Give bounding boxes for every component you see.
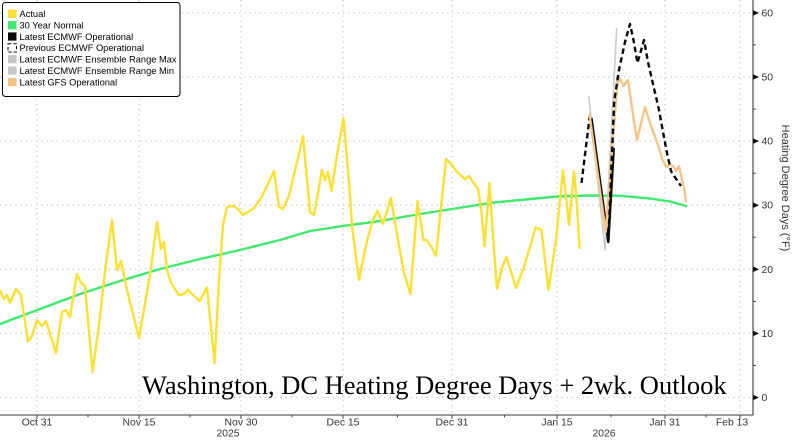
svg-text:Oct 31: Oct 31 — [22, 418, 53, 429]
svg-text:Dec 31: Dec 31 — [436, 418, 469, 429]
svg-text:Nov 15: Nov 15 — [123, 418, 156, 429]
svg-text:Jan 31: Jan 31 — [649, 418, 680, 429]
svg-text:Washington, DC Heating Degree: Washington, DC Heating Degree Days + 2wk… — [142, 370, 727, 400]
svg-text:Nov 30: Nov 30 — [225, 418, 258, 429]
svg-text:2026: 2026 — [592, 429, 615, 439]
svg-text:50: 50 — [762, 73, 774, 84]
svg-text:30: 30 — [762, 201, 774, 212]
svg-text:60: 60 — [762, 8, 774, 19]
svg-text:Latest GFS Operational: Latest GFS Operational — [20, 77, 118, 87]
svg-text:Latest ECMWF Ensemble Range Mi: Latest ECMWF Ensemble Range Min — [20, 66, 175, 76]
svg-text:2025: 2025 — [216, 429, 239, 439]
svg-text:Latest ECMWF Ensemble Range Ma: Latest ECMWF Ensemble Range Max — [20, 55, 177, 65]
svg-text:Actual: Actual — [20, 9, 46, 19]
svg-text:Jan 15: Jan 15 — [541, 418, 572, 429]
svg-text:0: 0 — [762, 393, 768, 404]
svg-text:40: 40 — [762, 137, 774, 148]
svg-text:Dec 15: Dec 15 — [327, 418, 360, 429]
svg-text:30 Year Normal: 30 Year Normal — [20, 21, 84, 31]
svg-text:10: 10 — [762, 329, 774, 340]
svg-text:20: 20 — [762, 265, 774, 276]
svg-text:Previous ECMWF Operational: Previous ECMWF Operational — [20, 43, 145, 53]
svg-text:Feb 13: Feb 13 — [716, 418, 749, 429]
svg-text:Heating Degree Days (°F): Heating Degree Days (°F) — [779, 125, 791, 252]
svg-text:Latest ECMWF Operational: Latest ECMWF Operational — [20, 32, 134, 42]
